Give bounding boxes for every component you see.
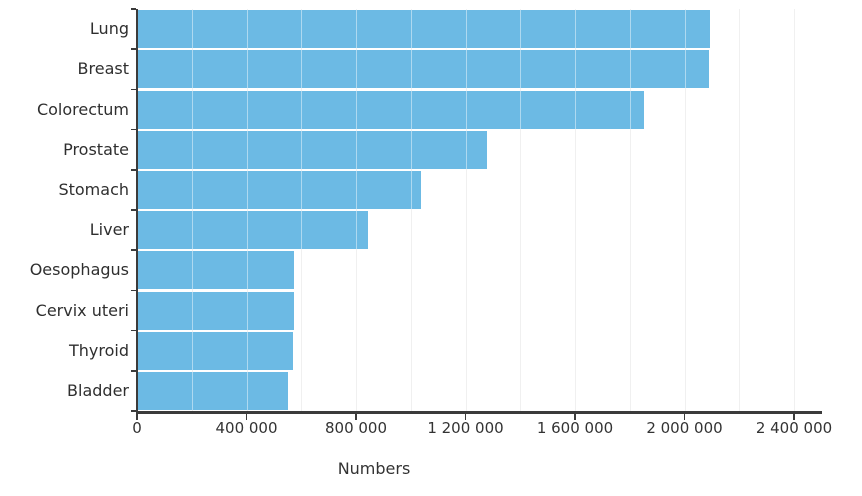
gridline: [739, 9, 741, 411]
y-axis-tick: [130, 249, 136, 251]
x-axis-tick: [574, 413, 576, 420]
gridline-overlay: [684, 9, 686, 411]
y-axis-category-label: Stomach: [58, 179, 129, 199]
y-axis-category-label: Prostate: [63, 139, 129, 159]
gridline-overlay: [410, 9, 412, 411]
gridline-overlay: [301, 9, 303, 411]
y-axis-tick: [130, 48, 136, 50]
gridline: [629, 9, 631, 411]
gridline-overlay: [246, 9, 248, 411]
x-axis-tick-label: 2 400 000: [755, 419, 833, 437]
y-axis-category-label: Oesophagus: [29, 260, 129, 280]
x-axis-tick-label: 0: [132, 419, 142, 437]
bar-cervix-uteri[interactable]: [137, 291, 294, 330]
y-axis-category-label: Breast: [77, 59, 129, 79]
x-axis-tick: [464, 413, 467, 420]
y-axis-category-label: Colorectum: [36, 99, 129, 119]
gridline-overlay: [465, 9, 467, 411]
x-axis-tick: [683, 413, 686, 420]
bar-prostate[interactable]: [137, 130, 487, 169]
y-axis-tick: [130, 289, 136, 292]
gridline: [520, 9, 522, 411]
x-axis-tick: [136, 413, 138, 420]
gridline-overlay: [575, 9, 577, 411]
y-axis-category-label: Bladder: [67, 380, 129, 400]
gridline: [246, 9, 248, 411]
x-axis-tick-label: 1 600 000: [536, 419, 614, 437]
y-axis-category-label: Liver: [89, 220, 129, 240]
y-axis-tick: [130, 88, 136, 91]
y-axis-tick: [130, 410, 136, 412]
bar-stomach[interactable]: [137, 170, 421, 209]
x-axis-tick: [793, 413, 795, 420]
gridline-overlay: [629, 9, 631, 411]
x-axis-tick-label: 800 000: [324, 419, 388, 437]
bar-bladder[interactable]: [137, 371, 288, 410]
y-axis-category-label: Cervix uteri: [35, 300, 129, 320]
gridline: [410, 9, 412, 411]
gridline-overlay: [739, 9, 741, 411]
gridline: [684, 9, 686, 411]
y-axis-category-label: Thyroid: [69, 340, 129, 360]
x-axis-tick: [355, 413, 357, 420]
gridline-overlay: [191, 9, 193, 411]
gridline: [794, 9, 796, 411]
gridline-overlay: [520, 9, 522, 411]
y-axis-tick: [130, 128, 136, 131]
y-axis-tick: [130, 8, 136, 10]
y-axis-tick: [130, 169, 136, 171]
gridline-overlay: [794, 9, 796, 411]
x-axis-tick: [245, 413, 248, 420]
x-axis-line: [135, 411, 822, 414]
bar-thyroid[interactable]: [137, 331, 293, 370]
bar-lung[interactable]: [137, 10, 711, 49]
gridline: [191, 9, 193, 411]
x-axis-tick-label: 2 000 000: [646, 419, 723, 437]
gridline: [301, 9, 303, 411]
gridline: [465, 9, 467, 411]
y-axis-line: [135, 9, 138, 413]
x-axis-tick-label: 400 000: [215, 419, 278, 437]
y-axis-tick: [130, 209, 136, 211]
y-axis-category-label: Lung: [89, 19, 129, 39]
y-axis-tick: [130, 329, 136, 332]
bar-oesophagus[interactable]: [137, 251, 295, 290]
y-axis-tick: [130, 370, 136, 372]
gridline: [575, 9, 577, 411]
bar-liver[interactable]: [137, 211, 368, 250]
bar-colorectum[interactable]: [137, 90, 644, 129]
gridline: [356, 9, 358, 411]
gridline-overlay: [356, 9, 358, 411]
x-axis-title: Numbers: [337, 459, 411, 478]
bar-breast[interactable]: [137, 50, 710, 89]
x-axis-tick-label: 1 200 000: [427, 419, 504, 437]
